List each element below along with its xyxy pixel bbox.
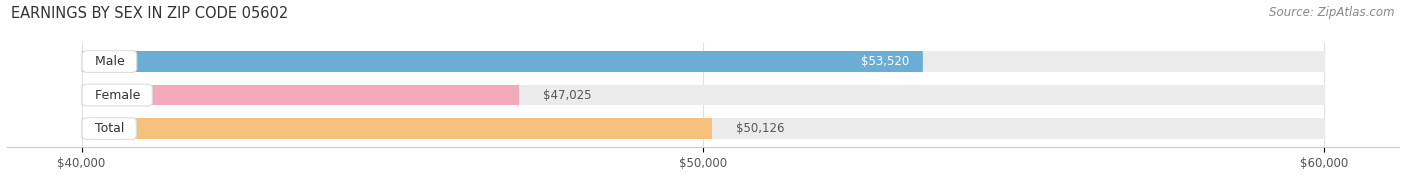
Text: Female: Female — [87, 89, 148, 102]
Text: Total: Total — [87, 122, 132, 135]
Text: $47,025: $47,025 — [543, 89, 592, 102]
Bar — [82, 85, 519, 105]
Bar — [82, 51, 922, 72]
Bar — [82, 118, 1324, 139]
Bar — [82, 51, 1324, 72]
Text: $50,126: $50,126 — [735, 122, 785, 135]
Text: Source: ZipAtlas.com: Source: ZipAtlas.com — [1270, 6, 1395, 19]
Text: EARNINGS BY SEX IN ZIP CODE 05602: EARNINGS BY SEX IN ZIP CODE 05602 — [11, 6, 288, 21]
Bar — [82, 85, 1324, 105]
Text: Male: Male — [87, 55, 132, 68]
Text: $53,520: $53,520 — [860, 55, 910, 68]
Bar — [82, 118, 711, 139]
